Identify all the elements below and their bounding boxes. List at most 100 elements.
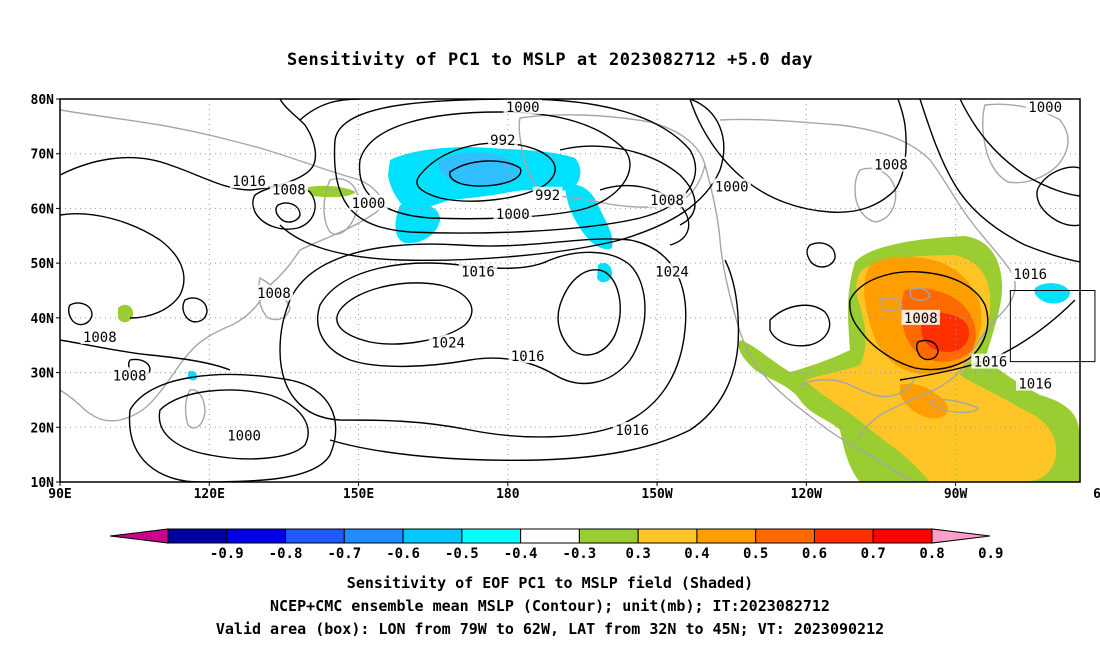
contour-1000-siberia-small <box>275 202 301 223</box>
contour-label: 1008 <box>874 158 908 174</box>
contour-1024-pacific-a <box>336 282 473 345</box>
contour-1016-siberia <box>60 99 317 191</box>
contour-1008-south <box>60 339 231 371</box>
contour-label: 1008 <box>904 311 938 327</box>
contour-label: 1016 <box>232 174 266 190</box>
contour-label-bg <box>349 194 388 210</box>
contour-1008-nwus <box>769 304 831 347</box>
contour-1008-canada <box>689 99 907 213</box>
contour-1016-mongolia-small <box>67 302 93 326</box>
lon-tick-label: 180 <box>496 487 520 502</box>
contour-1008-mongolia <box>60 213 185 319</box>
coast-lakes <box>879 287 931 312</box>
contour-label-bg <box>503 99 542 115</box>
contour-label: 1008 <box>272 182 306 198</box>
lat-tick-label: 20N <box>31 421 55 436</box>
shade-cyan-atlantic <box>1034 283 1070 304</box>
footer-line-contour: NCEP+CMC ensemble mean MSLP (Contour); u… <box>270 597 830 615</box>
colorbar-swatch <box>402 528 463 544</box>
colorbar-label: 0.5 <box>743 546 768 562</box>
contour-1024-pacific-b <box>557 269 621 356</box>
footer-line-shading: Sensitivity of EOF PC1 to MSLP field (Sh… <box>346 574 754 592</box>
colorbar-label: 0.4 <box>684 546 709 562</box>
lon-tick-label: 90E <box>48 487 71 502</box>
map-frame <box>59 98 1081 483</box>
coast-kamchatka <box>323 178 359 235</box>
contour-1008-bering <box>333 99 697 234</box>
contour-label-bg <box>224 427 264 443</box>
coastlines <box>60 103 1069 482</box>
lon-tick-label: 150W <box>641 487 672 502</box>
contour-label: 1008 <box>113 368 147 384</box>
contour-label-bg <box>458 263 498 279</box>
lat-tick-label: 50N <box>31 257 55 272</box>
colorbar-swatch <box>696 528 757 544</box>
lon-tick-label: 120W <box>791 487 822 502</box>
contour-label: 1000 <box>227 428 261 444</box>
colorbar-swatch <box>813 528 874 544</box>
colorbar-swatch <box>343 528 404 544</box>
colorbar-swatch <box>226 528 287 544</box>
contour-1012-lowcircle <box>915 339 939 361</box>
contour-label-bg <box>229 173 269 189</box>
contour-label: 1000 <box>352 196 386 212</box>
contour-label: 992 <box>490 133 515 149</box>
shade-cyan-pacific <box>597 263 613 283</box>
contour-label-bg <box>493 205 532 221</box>
contour-label-bg <box>971 353 1010 369</box>
contour-label-bg <box>901 309 940 325</box>
lon-tick-label: 90W <box>944 487 968 502</box>
contour-label: 1000 <box>496 207 530 223</box>
contour-label-bg <box>712 178 751 194</box>
colorbar-label: -0.8 <box>269 546 303 562</box>
coast-asia-east <box>60 109 383 422</box>
contour-label: 1016 <box>974 355 1008 371</box>
lon-tick-label: 60W <box>1093 487 1100 502</box>
contour-label: 1016 <box>1013 267 1047 283</box>
colorbar-swatch <box>285 528 345 544</box>
contour-label-bg <box>110 367 149 383</box>
coast-philippines <box>184 389 206 429</box>
contour-label: 1016 <box>1018 377 1052 393</box>
colorbar-swatch <box>578 528 639 544</box>
coast-north-america-west <box>704 164 916 482</box>
lon-tick-label: 120E <box>194 487 225 502</box>
contour-label-bg <box>508 348 547 364</box>
colorbar-label: -0.4 <box>504 546 538 562</box>
shade-cyan-gulf-alaska <box>565 184 613 250</box>
contour-label-bg <box>80 329 120 345</box>
contour-labels: 1000 992 992 1000 1016 1008 1000 1000 1008 1008 10… <box>80 99 1065 444</box>
contour-label: 1008 <box>257 286 291 302</box>
contour-1016-pacific <box>279 238 687 438</box>
coast-greenland <box>982 103 1069 184</box>
colorbar-label: -0.3 <box>563 546 597 562</box>
contour-label-bg <box>428 334 468 350</box>
contour-label: 1016 <box>511 349 545 365</box>
lon-tick-label: 150E <box>343 487 374 502</box>
contour-1008-china-small <box>182 297 208 323</box>
contour-label-bg <box>1011 266 1050 282</box>
contour-label-bg <box>269 181 309 197</box>
contour-label: 1016 <box>615 423 649 439</box>
colorbar-label: -0.9 <box>210 546 244 562</box>
contour-label-bg <box>1025 99 1065 115</box>
valid-area-box <box>1009 290 1096 363</box>
contour-label: 1000 <box>506 100 540 116</box>
contour-label: 992 <box>535 188 560 204</box>
colorbar-label: -0.5 <box>445 546 479 562</box>
coast-alaska <box>518 114 706 208</box>
contour-label-bg <box>612 422 652 438</box>
contour-label: 1024 <box>655 264 689 280</box>
contour-1000-bering <box>358 111 631 220</box>
colorbar-label: -0.6 <box>386 546 420 562</box>
colorbar-label: 0.9 <box>978 546 1003 562</box>
contour-label: 1016 <box>461 264 495 280</box>
contour-label: 1008 <box>650 193 684 209</box>
colorbar-swatch <box>167 528 228 544</box>
shade-cyan-aleutian <box>395 203 440 244</box>
lat-tick-label: 10N <box>31 476 55 491</box>
contour-984-atlantic <box>1036 166 1080 227</box>
contour-label-bg <box>652 263 692 279</box>
colorbar-swatch <box>872 528 933 544</box>
